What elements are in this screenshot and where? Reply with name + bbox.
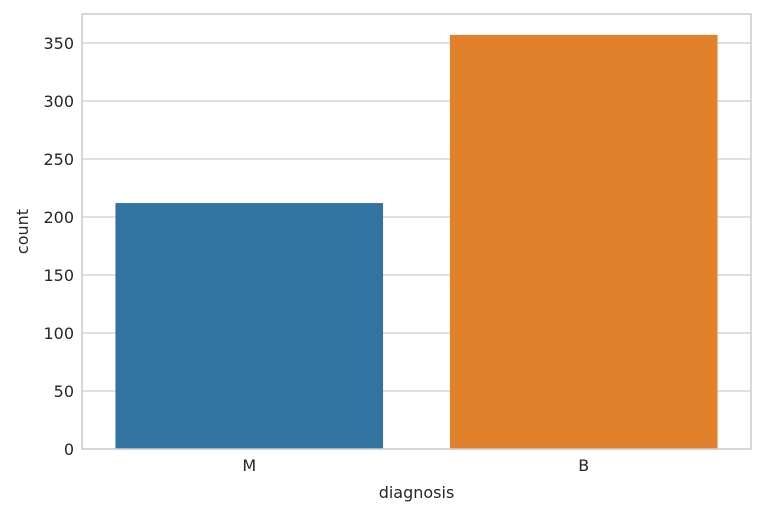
x-tick-label: B [578,456,589,475]
bars [115,34,718,449]
y-tick-labels: 0 50 100 150 200 250 300 350 [43,34,74,459]
bar-M [115,203,384,449]
y-tick-label: 150 [43,266,74,285]
y-axis-label: count [13,209,32,254]
y-tick-label: 0 [64,440,74,459]
y-tick-label: 50 [54,382,74,401]
y-tick-label: 200 [43,208,74,227]
x-axis-label: diagnosis [379,483,455,502]
y-tick-label: 250 [43,150,74,169]
x-tick-label: M [242,456,256,475]
y-tick-label: 350 [43,34,74,53]
y-tick-label: 300 [43,92,74,111]
plot-frame [81,13,752,450]
y-tick-label: 100 [43,324,74,343]
bar-B [449,34,718,449]
